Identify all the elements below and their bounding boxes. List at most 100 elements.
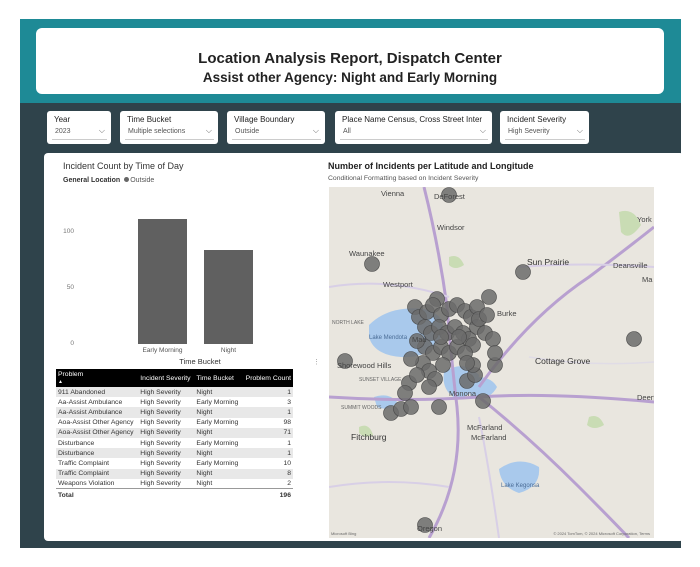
cell-time-bucket: Early Morning <box>196 439 239 447</box>
column-header-problem[interactable]: Problem ▲ <box>56 369 139 387</box>
cell-severity: High Severity <box>140 419 181 427</box>
bar-chart-title: Incident Count by Time of Day <box>63 161 184 171</box>
cell-time-bucket: Night <box>194 427 242 438</box>
map-label-ma: Ma <box>642 275 653 284</box>
village-boundary-slicer[interactable]: Village Boundary Outside ⌵ <box>227 111 325 144</box>
incident-bubble[interactable] <box>433 329 449 345</box>
map-label-waunakee: Waunakee <box>349 249 385 258</box>
incident-bubble[interactable] <box>337 353 353 369</box>
cell-time-bucket: Night <box>194 448 242 459</box>
incident-bubble[interactable] <box>515 264 531 280</box>
incident-severity-dropdown[interactable]: High Severity ⌵ <box>505 125 585 140</box>
cell-time-bucket: Night <box>194 387 242 398</box>
cell-time-bucket: Night <box>194 468 242 479</box>
table-row[interactable]: Disturbance High Severity Early Morning 1 <box>56 438 293 448</box>
incident-bubble[interactable] <box>481 289 497 305</box>
table-row[interactable]: 911 Abandoned High Severity Night 1 <box>56 387 293 398</box>
incident-severity-slicer[interactable]: Incident Severity High Severity ⌵ <box>500 111 589 144</box>
cell-severity: High Severity <box>138 387 195 398</box>
map-label-oregon: Oregon <box>417 524 443 533</box>
column-header-problem-count[interactable]: Problem Count <box>241 369 293 387</box>
incident-bubble[interactable] <box>403 399 419 415</box>
map-title: Number of Incidents per Latitude and Lon… <box>328 161 534 171</box>
incident-bubble[interactable] <box>479 307 495 323</box>
total-value: 196 <box>241 488 293 501</box>
table-row[interactable]: Traffic Complaint High Severity Early Morn… <box>56 458 293 468</box>
incident-bubble[interactable] <box>435 357 451 373</box>
map-label-summit-woods: SUMMIT WOODS <box>341 405 382 411</box>
cell-severity: High Severity <box>138 407 195 418</box>
column-header-time-bucket[interactable]: Time Bucket <box>194 369 242 387</box>
village-boundary-dropdown[interactable]: Outside ⌵ <box>232 125 321 140</box>
map-base <box>329 187 654 538</box>
table-row[interactable]: Disturbance High Severity Night 1 <box>56 448 293 459</box>
cell-problem-count: 8 <box>241 468 293 479</box>
cell-time-bucket: Early Morning <box>196 419 239 427</box>
x-tick-label: Early Morning <box>142 347 183 354</box>
time-bucket-slicer[interactable]: Time Bucket Multiple selections ⌵ <box>120 111 218 144</box>
incident-bubble[interactable] <box>397 385 413 401</box>
map-label-deerf: Deerf <box>637 393 654 402</box>
incident-bubble[interactable] <box>421 379 437 395</box>
table-row[interactable]: Aoa-Assist Other Agency High Severity Earl… <box>56 418 293 428</box>
map-label-fitchburg: Fitchburg <box>351 432 387 442</box>
incident-bubble[interactable] <box>451 329 467 345</box>
sort-ascending-icon: ▲ <box>58 379 63 385</box>
cell-time-bucket: Night <box>196 480 213 488</box>
cell-time-bucket: Early Morning <box>196 398 239 406</box>
year-slicer-label: Year <box>54 115 71 124</box>
incident-bubble[interactable] <box>403 351 419 367</box>
table-row[interactable]: Aa-Assist Ambulance High Severity Night 1 <box>56 407 293 418</box>
bing-logo: Microsoft Bing <box>331 531 357 536</box>
y-tick-label: 100 <box>63 228 74 235</box>
table-row[interactable]: Traffic Complaint High Severity Night 8 <box>56 468 293 479</box>
legend-item-outside[interactable]: Outside <box>130 177 155 184</box>
incident-bubble[interactable] <box>431 399 447 415</box>
more-options-icon[interactable]: ⋮ <box>313 359 320 366</box>
x-axis-title: Time Bucket <box>179 357 221 366</box>
cell-problem-count: 2 <box>287 480 291 488</box>
map-label-mcfarland-2: McFarland <box>471 433 507 442</box>
incident-bubble[interactable] <box>487 345 503 361</box>
bar-night[interactable] <box>204 249 253 344</box>
incident-bubble[interactable] <box>485 331 501 347</box>
map-subtitle: Conditional Formatting based on Incident… <box>328 175 479 182</box>
time-bucket-label: Time Bucket <box>127 115 172 124</box>
year-dropdown[interactable]: 2023 ⌵ <box>52 125 107 140</box>
time-bucket-dropdown[interactable]: Multiple selections ⌵ <box>125 125 214 140</box>
bar-early-morning[interactable] <box>138 218 187 344</box>
cell-severity: High Severity <box>140 439 181 447</box>
cell-severity: High Severity <box>138 468 195 479</box>
incident-severity-label: Incident Severity <box>507 115 567 124</box>
year-slicer[interactable]: Year 2023 ⌵ <box>47 111 111 144</box>
incident-bubble[interactable] <box>364 256 380 272</box>
chart-legend: General Location Outside <box>63 177 154 184</box>
cell-problem-count: 3 <box>287 398 291 406</box>
incident-bubble[interactable] <box>409 367 425 383</box>
place-name-dropdown[interactable]: All ⌵ <box>340 125 488 140</box>
incident-bubble[interactable] <box>417 517 433 533</box>
table-row[interactable]: Aa-Assist Ambulance High Severity Early Mo… <box>56 397 293 407</box>
incident-bubble[interactable] <box>475 393 491 409</box>
chevron-down-icon: ⌵ <box>479 126 486 135</box>
cell-time-bucket: Night <box>194 407 242 418</box>
page-title: Location Analysis Report, Dispatch Cente… <box>198 50 502 67</box>
table-row[interactable]: Weapons Violation High Severity Night 2 <box>56 479 293 489</box>
map-label-sun-prairie: Sun Prairie <box>527 257 570 267</box>
column-header-severity[interactable]: Incident Severity <box>138 369 195 387</box>
chevron-down-icon: ⌵ <box>312 126 319 135</box>
place-name-slicer[interactable]: Place Name Census, Cross Street Inter Al… <box>335 111 492 144</box>
incident-bubble[interactable] <box>409 333 425 349</box>
incident-bubble[interactable] <box>626 331 642 347</box>
incident-bubble[interactable] <box>459 355 475 371</box>
incident-bubble[interactable] <box>441 187 457 203</box>
map-label-deansville: Deansville <box>613 261 648 270</box>
incident-map[interactable]: Vienna DeForest Windsor York Waunakee Su… <box>329 187 654 538</box>
map-label-north-lake: NORTH LAKE <box>332 320 364 326</box>
map-label-sunset-village: SUNSET VILLAGE <box>359 377 402 383</box>
cell-time-bucket: Early Morning <box>196 459 239 467</box>
table-row[interactable]: Aoa-Assist Other Agency High Severity Nigh… <box>56 427 293 438</box>
place-name-label: Place Name Census, Cross Street Inter <box>342 115 483 124</box>
x-tick-label: Night <box>220 347 237 354</box>
map-copyright[interactable]: © 2024 TomTom, © 2024 Microsoft Corporat… <box>553 531 650 536</box>
